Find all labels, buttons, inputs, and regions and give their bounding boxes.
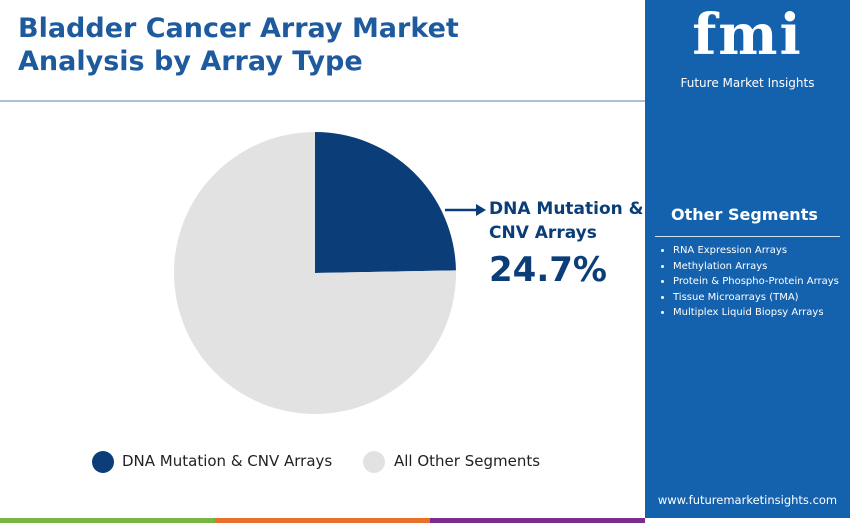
value-label: 24.7%: [489, 250, 607, 290]
divider: [655, 236, 840, 237]
stripe: [0, 518, 215, 523]
pie-slice: [315, 132, 456, 273]
pie-slice: [173, 132, 456, 414]
legend-swatch: [92, 451, 114, 473]
divider: [0, 100, 645, 102]
side-panel: fmi Future Market Insights Other Segment…: [645, 0, 850, 518]
website: www.futuremarketinsights.com: [657, 493, 838, 507]
segment-item: Protein & Phospho-Protein Arrays: [673, 274, 850, 290]
segment-item: Multiplex Liquid Biopsy Arrays: [673, 305, 850, 321]
callout-label: DNA Mutation & CNV Arrays: [489, 199, 644, 243]
stripe: [215, 518, 430, 523]
segment-item: RNA Expression Arrays: [673, 243, 850, 259]
legend-swatch: [363, 451, 385, 473]
stripe: [430, 518, 645, 523]
legend-label: DNA Mutation & CNV Arrays: [122, 452, 333, 470]
segment-item: Methylation Arrays: [673, 259, 850, 275]
segment-item: Tissue Microarrays (TMA): [673, 290, 850, 306]
callout-arrow: [476, 204, 486, 216]
logo: fmi: [692, 2, 803, 68]
segments-title: Other Segments: [671, 205, 818, 224]
chart-title: Bladder Cancer Array Market Analysis by …: [18, 13, 459, 77]
segments-list: RNA Expression ArraysMethylation ArraysP…: [659, 243, 850, 321]
brand-name: Future Market Insights: [680, 76, 815, 90]
legend-label: All Other Segments: [394, 452, 541, 470]
